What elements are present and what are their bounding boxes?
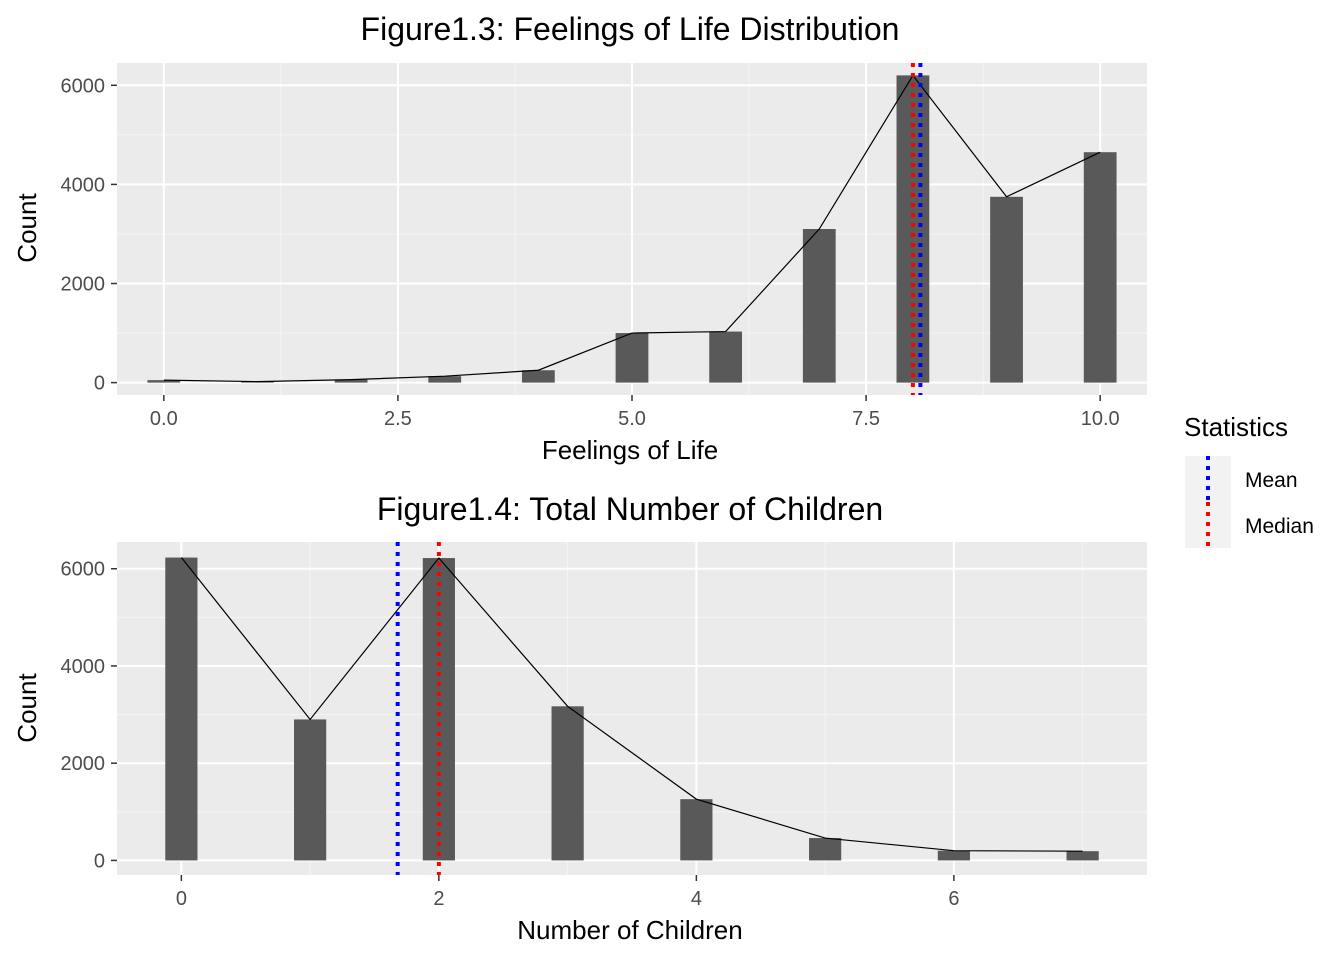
legend-label-mean: Mean (1245, 469, 1298, 492)
bar (165, 557, 198, 861)
x-axis-ticks: 0 2 4 6 (176, 875, 959, 910)
x-tick-label: 5.0 (618, 408, 646, 430)
y-tick-label: 6000 (61, 75, 106, 97)
y-axis-ticks: 0 2000 4000 6000 (61, 75, 117, 395)
bar (937, 850, 970, 861)
legend: Statistics Mean Median (1184, 412, 1314, 548)
x-tick-label: 7.5 (852, 408, 880, 430)
bars (165, 557, 1099, 861)
trend-line (180, 557, 1083, 852)
x-axis-title: Number of Children (517, 915, 742, 945)
bar (802, 229, 836, 383)
bar (1083, 152, 1117, 383)
y-axis-ticks: 0 2000 4000 6000 (61, 559, 117, 872)
grid (117, 63, 1147, 395)
x-tick-label: 4 (691, 888, 702, 910)
x-tick-label: 2.5 (384, 408, 412, 430)
plot-panel (117, 542, 1147, 875)
chart-feelings-of-life: Figure1.3: Feelings of Life Distribution… (12, 11, 1147, 465)
y-tick-label: 6000 (61, 559, 106, 581)
x-tick-label: 2 (433, 888, 444, 910)
bar (294, 719, 327, 861)
bar (680, 799, 713, 861)
y-tick-label: 4000 (61, 656, 106, 678)
bar (334, 379, 368, 383)
y-tick-label: 2000 (61, 753, 106, 775)
y-tick-label: 4000 (61, 174, 106, 196)
bar (551, 706, 584, 861)
legend-title: Statistics (1184, 412, 1288, 442)
chart-number-of-children: Figure1.4: Total Number of Children 0200… (12, 491, 1147, 945)
bar (521, 370, 555, 383)
trend-line-path (163, 74, 1101, 383)
bar (990, 196, 1023, 383)
y-tick-label: 0 (94, 373, 105, 395)
y-tick-label: 0 (94, 850, 105, 872)
trend-line-path (180, 557, 1083, 852)
legend-label-median: Median (1245, 515, 1314, 538)
x-axis-ticks: 0.0 2.5 5.0 7.5 10.0 (150, 395, 1120, 430)
bar (147, 380, 181, 383)
y-axis-title: Count (12, 673, 42, 743)
bar (422, 558, 455, 861)
bar (1066, 851, 1099, 861)
x-tick-label: 0.0 (150, 408, 178, 430)
bar (709, 331, 743, 383)
chart-title: Figure1.3: Feelings of Life Distribution (361, 11, 900, 47)
x-axis-title: Feelings of Life (542, 435, 718, 465)
bar (809, 838, 842, 861)
x-tick-label: 10.0 (1081, 408, 1120, 430)
grid (117, 542, 1147, 875)
trend-line (163, 74, 1101, 383)
y-tick-label: 2000 (61, 274, 106, 296)
bars (147, 75, 1117, 383)
x-tick-label: 6 (948, 888, 959, 910)
y-axis-title: Count (12, 193, 42, 263)
bar (615, 333, 649, 383)
chart-title: Figure1.4: Total Number of Children (377, 491, 883, 527)
bar (428, 376, 462, 383)
x-tick-label: 0 (176, 888, 187, 910)
